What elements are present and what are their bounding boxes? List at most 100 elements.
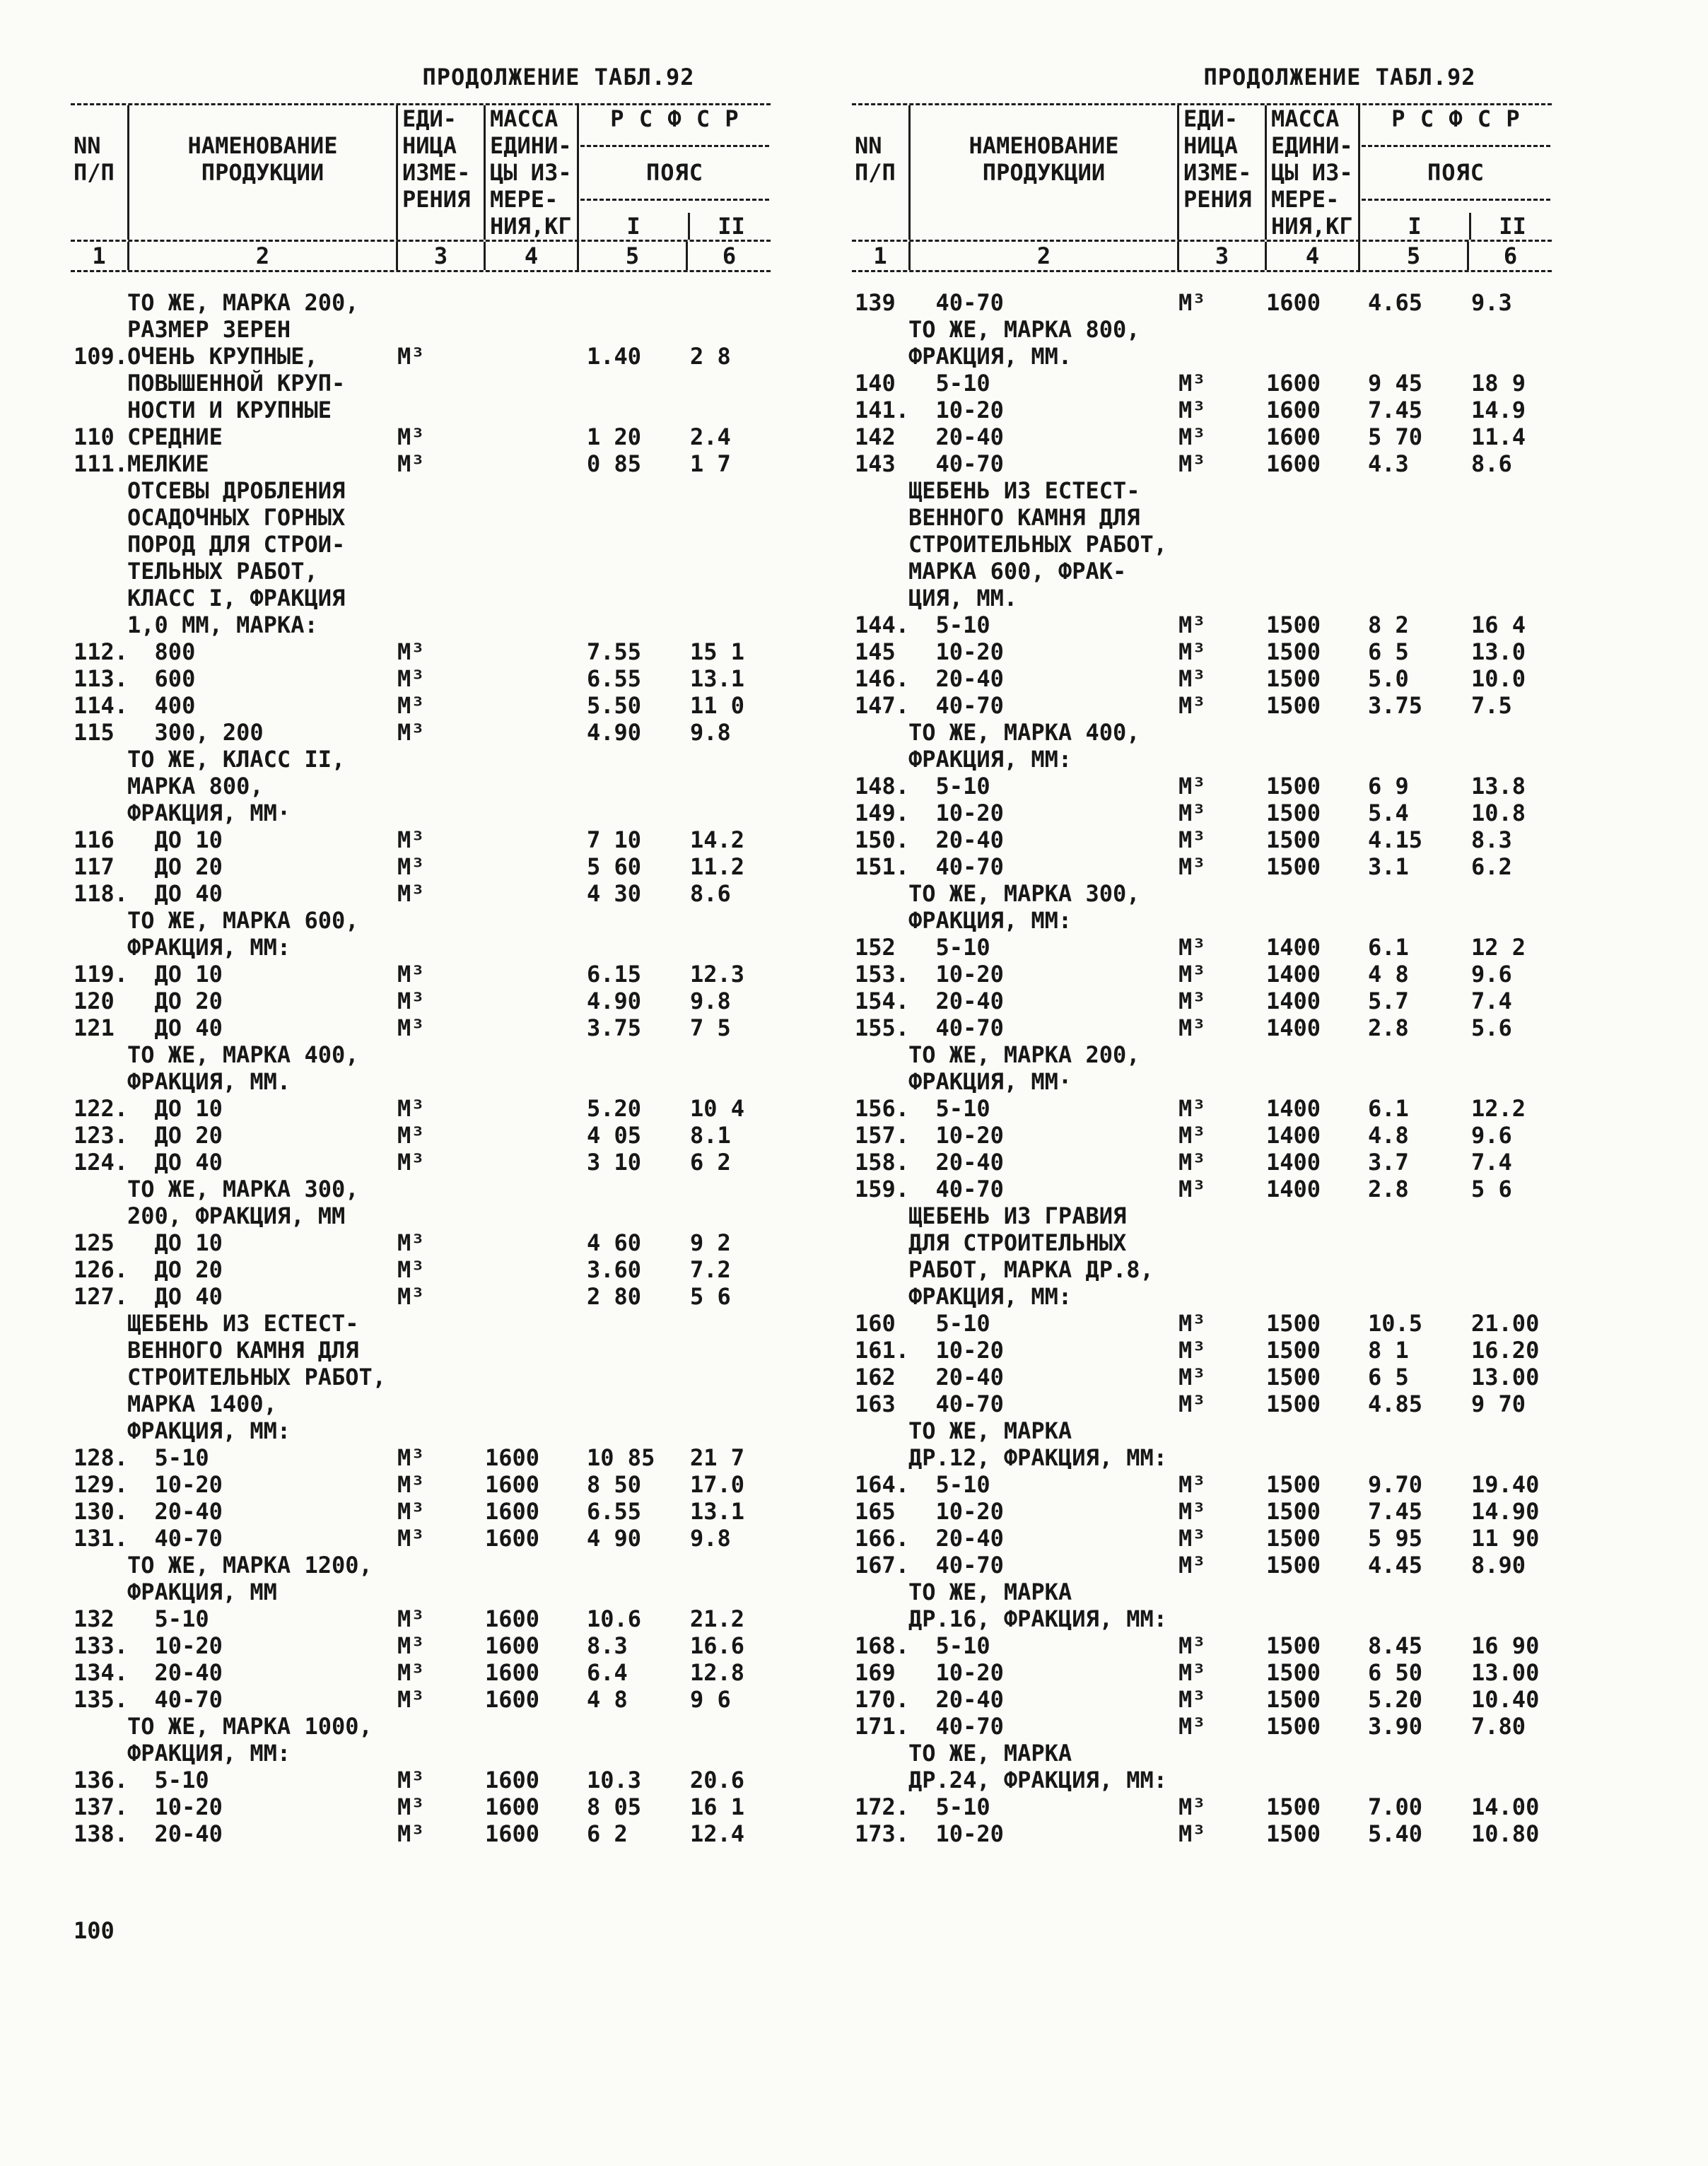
row-unit: М³	[1178, 1471, 1206, 1498]
row-mass	[1265, 719, 1358, 746]
row-zone1-value: 3.75	[1368, 692, 1423, 719]
row-zone2-value: 21.2	[690, 1605, 745, 1632]
row-mass	[484, 1552, 577, 1579]
table-row: 116 ДО 10 М³ 7 10 14.2	[71, 826, 771, 853]
row-name: 5-10	[908, 370, 990, 397]
row-number	[852, 1740, 908, 1767]
table-row: 153. 10-20 М³ 1400 4 8 9.6	[852, 961, 1552, 988]
row-zone2-value: 13.1	[690, 1498, 745, 1525]
table-row: 143 40-70 М³ 1600 4.3 8.6	[852, 450, 1552, 477]
row-zone2-value: 20.6	[690, 1767, 745, 1793]
row-number: 126.	[74, 1256, 129, 1283]
row-mass	[484, 343, 577, 370]
header-zone-1: I	[626, 213, 640, 240]
row-number: 119.	[74, 961, 129, 988]
row-mass: 1600	[485, 1686, 540, 1713]
row-mass: 1600	[1266, 397, 1321, 423]
row-zone1-value: 4 30	[587, 880, 642, 907]
row-zone1-value	[1358, 880, 1467, 907]
row-number: 145	[855, 638, 896, 665]
table-row: 142 20-40 М³ 1600 5 70 11.4	[852, 423, 1552, 450]
row-zone1-value	[577, 907, 686, 934]
row-zone1-value: 10 85	[587, 1444, 655, 1471]
row-zone1-value: 6.15	[587, 961, 642, 988]
row-name: ДО 40	[127, 1149, 223, 1176]
row-name: 10-20	[908, 1820, 1004, 1847]
table-row: 141. 10-20 М³ 1600 7.45 14.9	[852, 397, 1552, 423]
table-row: ЩЕБЕНЬ ИЗ ЕСТЕСТ- ВЕННОГО КАМНЯ ДЛЯ СТРОИТ…	[71, 1310, 771, 1444]
row-number: 146.	[855, 665, 910, 692]
row-number: 116	[74, 826, 115, 853]
row-mass	[484, 1713, 577, 1740]
row-unit	[1177, 719, 1265, 746]
table-row: 135. 40-70 М³ 1600 4 8 9 6	[71, 1686, 771, 1713]
row-mass: 1600	[485, 1498, 540, 1525]
table-row: 112. 800 М³ 7.55 15 1	[71, 638, 771, 665]
table-title: ПРОДОЛЖЕНИЕ ТАБЛ.92	[422, 64, 695, 90]
table-row: 164. 5-10 М³ 1500 9.70 19.40	[852, 1471, 1552, 1498]
row-zone2-value	[1467, 1417, 1552, 1444]
row-number	[852, 1579, 908, 1605]
row-zone2-value: 6 2	[690, 1149, 731, 1176]
row-number	[71, 1552, 127, 1579]
row-mass	[484, 907, 577, 934]
row-number: 149.	[855, 800, 910, 826]
table-row: 120 ДО 20 М³ 4.90 9.8	[71, 988, 771, 1014]
row-name: 20-40	[908, 423, 1004, 450]
table-row: ТО ЖЕ, МАРКА 1200, ФРАКЦИЯ, ММ	[71, 1552, 771, 1605]
row-zone1-value	[1358, 1579, 1467, 1605]
row-zone2-value	[1467, 477, 1552, 504]
row-unit: М³	[1178, 423, 1206, 450]
row-unit: М³	[1178, 370, 1206, 397]
row-zone1-value: 5 60	[587, 853, 642, 880]
row-number: 164.	[855, 1471, 910, 1498]
row-name: 40-70	[908, 1552, 1004, 1579]
row-unit: М³	[1178, 397, 1206, 423]
row-mass: 1500	[1266, 773, 1321, 800]
row-zone1-value	[1358, 1417, 1467, 1444]
row-zone2-value	[1467, 880, 1552, 907]
row-mass	[484, 1095, 577, 1122]
row-zone2-value: 7.5	[1471, 692, 1512, 719]
row-number: 168.	[855, 1632, 910, 1659]
row-number: 143	[855, 450, 896, 477]
table-header: NN П/П НАМЕНОВАНИЕ ПРОДУКЦИИ ЕДИ- НИЦА И…	[852, 105, 1552, 240]
table-row: 115 300, 200 М³ 4.90 9.8	[71, 719, 771, 746]
row-zone2-value: 14.90	[1471, 1498, 1540, 1525]
row-mass: 1600	[485, 1659, 540, 1686]
row-mass	[484, 853, 577, 880]
row-zone1-value: 4.90	[587, 988, 642, 1014]
row-mass	[484, 746, 577, 773]
table-row: ОТСЕВЫ ДРОБЛЕНИЯ ОСАДОЧНЫХ ГОРНЫХ ПОРОД ДЛ…	[71, 477, 771, 638]
row-unit: М³	[1178, 934, 1206, 961]
row-zone2-value: 9 6	[690, 1686, 731, 1713]
row-zone1-value: 6 5	[1368, 638, 1409, 665]
row-mass: 1600	[485, 1605, 540, 1632]
row-name: 5-10	[908, 773, 990, 800]
dashed-rule	[852, 103, 1552, 105]
row-zone1-value: 6 5	[1368, 1364, 1409, 1391]
row-zone1-value: 5.20	[587, 1095, 642, 1122]
row-number: 167.	[855, 1552, 910, 1579]
table-row: 140 5-10 М³ 1600 9 45 18 9	[852, 370, 1552, 397]
dashed-rule	[1360, 186, 1552, 213]
row-number: 121	[74, 1014, 115, 1041]
row-zone1-value: 6 50	[1368, 1659, 1423, 1686]
row-number: 141.	[855, 397, 910, 423]
row-name: 40-70	[908, 692, 1004, 719]
row-zone2-value: 16.6	[690, 1632, 745, 1659]
row-name: 40-70	[908, 1713, 1004, 1740]
row-number	[71, 1176, 127, 1202]
row-unit: М³	[397, 1149, 425, 1176]
row-number: 123.	[74, 1122, 129, 1149]
table-row: 160 5-10 М³ 1500 10.5 21.00	[852, 1310, 1552, 1337]
row-number: 139	[855, 289, 896, 316]
row-name: 5-10	[908, 934, 990, 961]
row-zone2-value: 13.1	[690, 665, 745, 692]
row-zone1-value: 7.55	[587, 638, 642, 665]
row-mass	[1265, 316, 1358, 343]
row-zone2-value: 9.8	[690, 988, 731, 1014]
header-col-unit: ЕДИ- НИЦА ИЗМЕ- РЕНИЯ	[396, 105, 484, 240]
dashed-rule	[71, 240, 771, 242]
table-column-left: ПРОДОЛЖЕНИЕ ТАБЛ.92 NN П/П НАМЕНОВАНИЕ П…	[71, 64, 771, 1847]
